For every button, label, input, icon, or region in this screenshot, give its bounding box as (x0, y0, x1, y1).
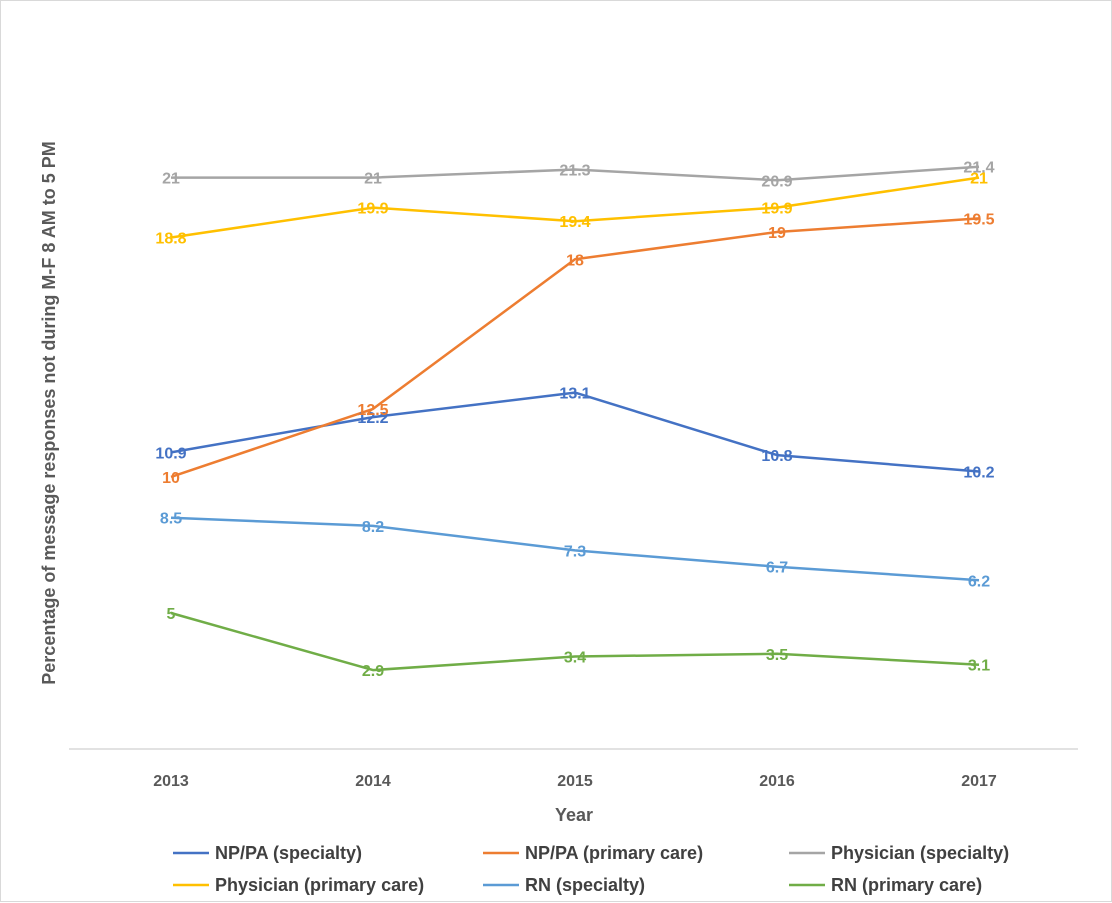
data-label: 5 (167, 606, 176, 623)
y-axis-title: Percentage of message responses not duri… (39, 141, 59, 684)
data-label: 7.3 (564, 543, 586, 560)
x-tick-label: 2017 (961, 773, 997, 790)
data-label: 18.8 (155, 231, 186, 248)
data-label: 21 (364, 171, 382, 188)
legend-label: Physician (specialty) (831, 843, 1009, 863)
data-label: 12.2 (357, 410, 388, 427)
legend: NP/PA (specialty) NP/PA (primary care) Phy… (173, 843, 1009, 895)
series-line (170, 611, 980, 672)
data-label: 21.4 (963, 160, 994, 177)
legend-item: Physician (specialty) (789, 843, 1009, 863)
x-axis-title: Year (555, 805, 593, 825)
legend-label: NP/PA (primary care) (525, 843, 703, 863)
data-label: 8.5 (160, 511, 182, 528)
data-label: 19.4 (559, 214, 590, 231)
data-label: 19.9 (357, 201, 388, 218)
data-label: 6.2 (968, 573, 990, 590)
x-tick-label: 2013 (153, 773, 189, 790)
legend-item: NP/PA (primary care) (483, 843, 703, 863)
legend-item: Physician (primary care) (173, 875, 424, 895)
data-label: 21 (970, 171, 988, 188)
data-label: 19 (768, 225, 786, 242)
x-tick-layer: 2013 2014 2015 2016 2017 (153, 773, 997, 790)
data-label: 13.1 (559, 386, 590, 403)
legend-label: RN (primary care) (831, 875, 982, 895)
data-label: 19.5 (963, 211, 994, 228)
series-line (170, 391, 980, 473)
data-label: 10.2 (963, 465, 994, 482)
data-label: 8.2 (362, 519, 384, 536)
data-label: 10.9 (155, 445, 186, 462)
data-label: 21 (162, 171, 180, 188)
legend-label: RN (specialty) (525, 875, 645, 895)
data-label: 10 (162, 470, 180, 487)
x-tick-label: 2014 (355, 773, 391, 790)
series-layer (170, 165, 980, 672)
data-label: 3.1 (968, 658, 990, 675)
x-tick-label: 2016 (759, 773, 795, 790)
x-tick-label: 2015 (557, 773, 593, 790)
legend-item: RN (specialty) (483, 875, 645, 895)
legend-item: RN (primary care) (789, 875, 982, 895)
series-line (171, 165, 980, 182)
series-line (170, 217, 980, 479)
legend-item: NP/PA (specialty) (173, 843, 362, 863)
data-label: 6.7 (766, 560, 788, 577)
data-label: 2.9 (362, 663, 384, 680)
data-label: 10.8 (761, 448, 792, 465)
series-line (170, 516, 980, 582)
data-label: 3.4 (564, 650, 586, 667)
data-label: 18 (566, 252, 584, 269)
legend-label: Physician (primary care) (215, 875, 424, 895)
series-line (170, 176, 980, 239)
data-label: 20.9 (761, 173, 792, 190)
data-label: 21.3 (559, 163, 590, 180)
data-label: 19.9 (761, 201, 792, 218)
data-label: 3.5 (766, 647, 788, 664)
data-label: 12.5 (357, 402, 388, 419)
legend-label: NP/PA (specialty) (215, 843, 362, 863)
